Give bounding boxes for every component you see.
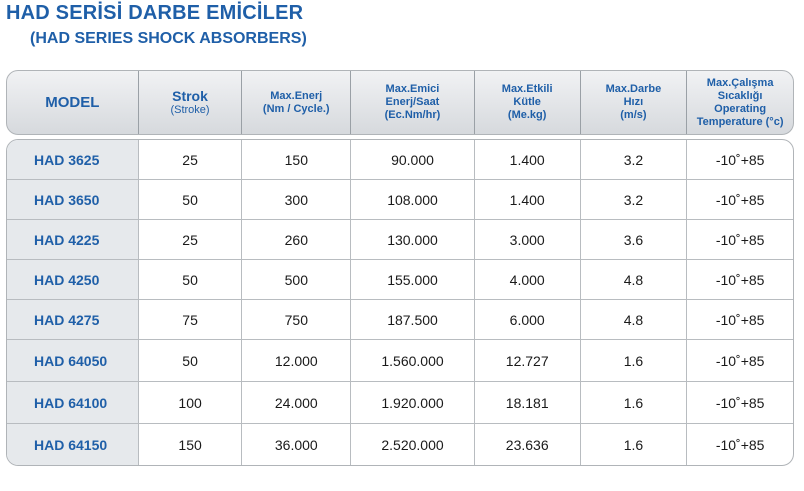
cell-strok: 75: [137, 300, 242, 339]
cell-mass: 3.000: [473, 220, 580, 259]
cell-speed: 1.6: [579, 382, 687, 423]
cell-model: HAD 3650: [7, 180, 138, 219]
table-row: HAD 64050 50 12.000 1.560.000 12.727 1.6 -10˚+…: [7, 339, 793, 381]
cell-speed: 4.8: [579, 260, 687, 299]
cell-mass: 4.000: [473, 260, 580, 299]
cell-speed: 1.6: [579, 424, 687, 465]
table-body: HAD 3625 25 150 90.000 1.400 3.2 -10˚+85 HAD 36…: [6, 139, 794, 466]
table-row: HAD 64150 150 36.000 2.520.000 23.636 1.6 -10˚…: [7, 423, 793, 465]
header-strok: Strok (Stroke): [137, 71, 242, 134]
cell-model: HAD 64050: [7, 340, 138, 381]
cell-absorb: 1.920.000: [350, 382, 474, 423]
header-absorb: Max.Emici Enerj/Saat (Ec.Nm/hr): [350, 71, 474, 134]
cell-strok: 25: [137, 220, 242, 259]
cell-strok: 100: [137, 382, 242, 423]
cell-speed: 3.2: [579, 180, 687, 219]
header-temp: Max.Çalışma Sıcaklığı Operating Temperat…: [686, 71, 793, 134]
cell-energy: 260: [241, 220, 350, 259]
header-model: MODEL: [45, 94, 100, 111]
cell-absorb: 187.500: [350, 300, 474, 339]
table-row: HAD 3650 50 300 108.000 1.400 3.2 -10˚+85: [7, 179, 793, 219]
cell-energy: 150: [241, 140, 350, 179]
cell-absorb: 108.000: [350, 180, 474, 219]
cell-model: HAD 4275: [7, 300, 138, 339]
cell-strok: 25: [137, 140, 242, 179]
table-header: MODEL Strok (Stroke) Max.Enerj (Nm / Cyc…: [6, 70, 794, 135]
cell-absorb: 90.000: [350, 140, 474, 179]
cell-mass: 1.400: [473, 140, 580, 179]
cell-model: HAD 64150: [7, 424, 138, 465]
cell-speed: 3.6: [579, 220, 687, 259]
table-row: HAD 3625 25 150 90.000 1.400 3.2 -10˚+85: [7, 140, 793, 179]
cell-energy: 24.000: [241, 382, 350, 423]
header-strok-label: Strok: [172, 88, 208, 104]
cell-strok: 50: [137, 260, 242, 299]
cell-temp: -10˚+85: [686, 180, 793, 219]
cell-speed: 3.2: [579, 140, 687, 179]
table-row: HAD 4275 75 750 187.500 6.000 4.8 -10˚+85: [7, 299, 793, 339]
cell-temp: -10˚+85: [686, 220, 793, 259]
cell-mass: 1.400: [473, 180, 580, 219]
cell-model: HAD 3625: [7, 140, 138, 179]
cell-strok: 150: [137, 424, 242, 465]
table-row: HAD 4225 25 260 130.000 3.000 3.6 -10˚+85: [7, 219, 793, 259]
cell-absorb: 2.520.000: [350, 424, 474, 465]
cell-energy: 36.000: [241, 424, 350, 465]
page-subtitle: (HAD SERIES SHOCK ABSORBERS): [30, 30, 307, 47]
header-mass: Max.Etkili Kütle (Me.kg): [473, 71, 580, 134]
cell-model: HAD 64100: [7, 382, 138, 423]
cell-temp: -10˚+85: [686, 382, 793, 423]
cell-energy: 500: [241, 260, 350, 299]
cell-energy: 750: [241, 300, 350, 339]
page-title: HAD SERİSİ DARBE EMİCİLER: [6, 2, 304, 24]
cell-temp: -10˚+85: [686, 424, 793, 465]
cell-speed: 1.6: [579, 340, 687, 381]
cell-energy: 300: [241, 180, 350, 219]
cell-temp: -10˚+85: [686, 300, 793, 339]
cell-temp: -10˚+85: [686, 340, 793, 381]
cell-mass: 6.000: [473, 300, 580, 339]
cell-energy: 12.000: [241, 340, 350, 381]
table-row: HAD 64100 100 24.000 1.920.000 18.181 1.6 -10˚…: [7, 381, 793, 423]
cell-absorb: 1.560.000: [350, 340, 474, 381]
cell-speed: 4.8: [579, 300, 687, 339]
cell-model: HAD 4250: [7, 260, 138, 299]
spec-table: MODEL Strok (Stroke) Max.Enerj (Nm / Cyc…: [6, 70, 794, 466]
header-strok-sub: (Stroke): [170, 104, 210, 116]
cell-absorb: 155.000: [350, 260, 474, 299]
cell-mass: 23.636: [473, 424, 580, 465]
cell-temp: -10˚+85: [686, 140, 793, 179]
header-energy: Max.Enerj (Nm / Cycle.): [241, 71, 350, 134]
table-row: HAD 4250 50 500 155.000 4.000 4.8 -10˚+85: [7, 259, 793, 299]
cell-mass: 12.727: [473, 340, 580, 381]
cell-strok: 50: [137, 180, 242, 219]
cell-mass: 18.181: [473, 382, 580, 423]
cell-temp: -10˚+85: [686, 260, 793, 299]
cell-strok: 50: [137, 340, 242, 381]
cell-model: HAD 4225: [7, 220, 138, 259]
header-speed: Max.Darbe Hızı (m/s): [579, 71, 687, 134]
cell-absorb: 130.000: [350, 220, 474, 259]
